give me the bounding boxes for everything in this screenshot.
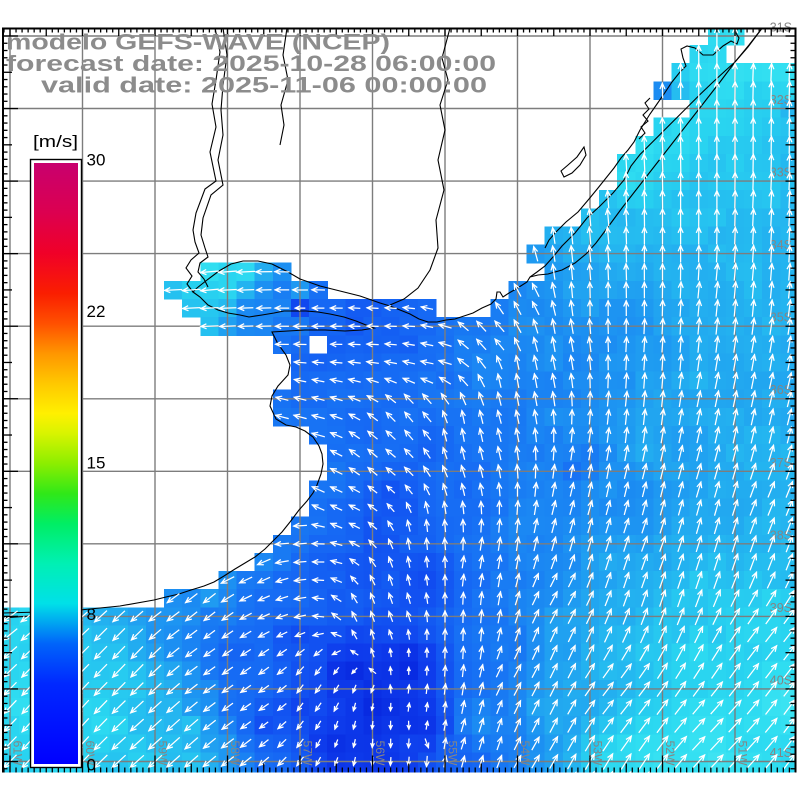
svg-text:35S: 35S [770,311,792,325]
svg-text:53W: 53W [591,741,605,767]
svg-text:59W: 59W [156,741,170,767]
svg-text:30: 30 [87,151,106,170]
svg-text:0: 0 [87,756,96,775]
svg-text:41S: 41S [770,746,792,760]
svg-text:34S: 34S [770,238,792,252]
svg-text:valid date: 2025-11-06 00:00:0: valid date: 2025-11-06 00:00:00 [41,73,487,98]
svg-text:forecast date: 2025-10-28 06:0: forecast date: 2025-10-28 06:00:00 [6,51,496,76]
svg-text:39S: 39S [770,601,792,615]
svg-text:36S: 36S [770,383,792,397]
svg-text:modelo GEFS-WAVE (NCEP): modelo GEFS-WAVE (NCEP) [6,30,390,55]
svg-text:22: 22 [87,302,106,321]
svg-text:58W: 58W [228,741,242,767]
svg-text:55W: 55W [446,741,460,767]
svg-text:56W: 56W [373,741,387,767]
svg-text:40S: 40S [770,673,792,687]
svg-text:[m/s]: [m/s] [33,132,78,151]
svg-text:15: 15 [87,454,106,473]
svg-text:51W: 51W [736,741,750,767]
svg-text:52W: 52W [663,741,677,767]
svg-text:57W: 57W [301,741,315,767]
svg-text:8: 8 [87,605,96,624]
svg-text:54W: 54W [518,741,532,767]
svg-text:61W: 61W [11,741,25,767]
svg-text:37S: 37S [770,456,792,470]
svg-text:60W: 60W [83,741,97,767]
svg-text:32S: 32S [770,93,792,107]
svg-text:33S: 33S [770,166,792,180]
